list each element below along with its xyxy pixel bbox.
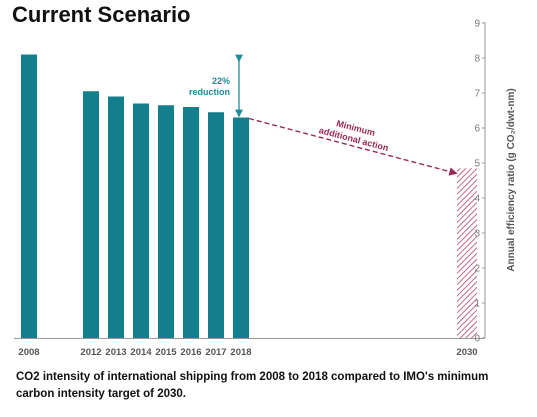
x-tick-label-2016: 2016 — [180, 347, 201, 358]
x-tick-label-2015: 2015 — [155, 347, 177, 358]
target-bar-2030 — [457, 168, 477, 338]
bar-2014 — [133, 103, 149, 338]
y-tick-label-2: 2 — [474, 264, 480, 275]
efficiency-chart: 2008 2012 2013 2014 2015 2016 2017 2018 2030 0 1 2 3… — [14, 19, 517, 358]
bar-2018 — [233, 117, 249, 338]
reduction-percent-label: 22% — [212, 76, 230, 86]
y-tick-label-6: 6 — [474, 124, 480, 135]
y-tick-label-8: 8 — [474, 54, 480, 65]
bar-2015 — [158, 105, 174, 338]
y-axis-label: Annual efficiency ratio (g CO₂/dwt-nm) — [506, 88, 517, 271]
y-tick-label-0: 0 — [474, 334, 480, 345]
bar-2016 — [183, 107, 199, 338]
bar-2012 — [83, 91, 99, 338]
x-tick-label-2008: 2008 — [18, 347, 39, 358]
minimum-action-arrow — [248, 117, 458, 176]
reduction-word-label: reduction — [189, 87, 230, 97]
y-tick-label-1: 1 — [474, 299, 480, 310]
x-tick-label-2030: 2030 — [456, 347, 477, 358]
x-tick-label-2017: 2017 — [205, 347, 226, 358]
y-tick-label-3: 3 — [474, 229, 480, 240]
bar-2017 — [208, 112, 224, 338]
x-tick-label-2014: 2014 — [130, 347, 152, 358]
y-tick-label-4: 4 — [474, 194, 480, 205]
y-tick-label-7: 7 — [474, 89, 480, 100]
figure-caption: CO2 intensity of international shipping … — [16, 371, 489, 400]
x-tick-label-2018: 2018 — [230, 347, 251, 358]
bar-2008 — [21, 54, 37, 338]
page-title: Current Scenario — [12, 2, 191, 27]
x-tick-label-2013: 2013 — [105, 347, 126, 358]
y-tick-label-9: 9 — [474, 19, 480, 30]
y-tick-label-5: 5 — [474, 159, 480, 170]
x-tick-label-2012: 2012 — [80, 347, 101, 358]
bar-2013 — [108, 96, 124, 338]
